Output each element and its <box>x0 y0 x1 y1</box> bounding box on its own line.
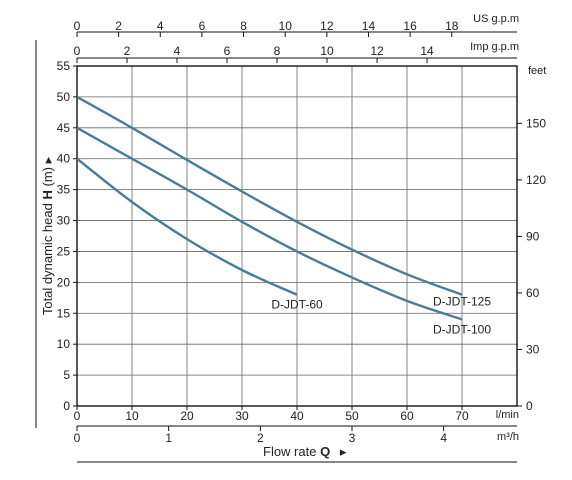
imp-gpm-tick-label: 4 <box>174 44 181 58</box>
curve-label-d-jdt-100: D-JDT-100 <box>433 322 491 336</box>
imp-gpm-tick-label: 14 <box>420 44 434 58</box>
y-tick-label: 50 <box>57 90 71 104</box>
y-tick-label: 20 <box>57 275 71 289</box>
us-gpm-tick-label: 2 <box>115 19 122 33</box>
us-gpm-tick-label: 8 <box>240 19 247 33</box>
us-gpm-tick-label: 12 <box>320 19 334 33</box>
us-gpm-tick-label: 14 <box>362 19 376 33</box>
m3h-unit: m³/h <box>497 431 519 443</box>
m3h-tick-label: 3 <box>349 431 356 445</box>
tick-labels: 0 10 20 30 40 50 60 700510152025303540455055030… <box>57 19 547 445</box>
y-tick-label: 45 <box>57 121 71 135</box>
x-tick-label: 70 <box>455 409 469 423</box>
us-gpm-tick-label: 10 <box>279 19 293 33</box>
y-axis-title-text: Total dynamic head <box>40 203 55 315</box>
x-axis-title-text: Flow rate <box>263 444 316 459</box>
x-axis-title-arrow: ▸ <box>340 444 347 459</box>
curve-label-d-jdt-125: D-JDT-125 <box>433 295 491 309</box>
feet-tick-label: 0 <box>526 399 533 413</box>
feet-unit: feet <box>528 65 546 77</box>
imp-gpm-tick-label: 2 <box>124 44 131 58</box>
imp-gpm-tick-label: 6 <box>224 44 231 58</box>
y-axis-title-unit: (m) <box>40 167 55 187</box>
y-axis-title-arrow: ▸ <box>40 156 55 163</box>
y-tick-label: 40 <box>57 152 71 166</box>
y-tick-label: 55 <box>57 59 71 73</box>
feet-tick-label: 30 <box>526 342 540 356</box>
us-gpm-tick-label: 16 <box>403 19 417 33</box>
imp-gpm-unit: Imp g.p.m <box>470 41 519 53</box>
feet-tick-label: 60 <box>526 286 540 300</box>
feet-tick-label: 120 <box>526 173 546 187</box>
us-gpm-tick-label: 4 <box>157 19 164 33</box>
lpm-unit: l/min <box>496 409 519 421</box>
imp-gpm-tick-label: 10 <box>320 44 334 58</box>
y-tick-label: 15 <box>57 306 71 320</box>
y-tick-label: 35 <box>57 183 71 197</box>
curve-d-jdt-125 <box>76 95 463 296</box>
y-tick-label: 30 <box>57 214 71 228</box>
x-tick-label: 40 <box>290 409 304 423</box>
us-gpm-tick-label: 6 <box>199 19 206 33</box>
x-tick-label: 60 <box>400 409 414 423</box>
curve-d-jdt-60 <box>76 157 298 296</box>
feet-tick-label: 150 <box>526 116 546 130</box>
curve-d-jdt-100 <box>76 126 463 321</box>
tick-marks <box>73 32 522 431</box>
x-tick-label: 20 <box>180 409 194 423</box>
x-tick-label: 0 <box>74 409 81 423</box>
feet-tick-label: 90 <box>526 229 540 243</box>
y-axis-title: Total dynamic head H (m) ▸ <box>40 156 55 315</box>
imp-gpm-tick-label: 0 <box>74 44 81 58</box>
grid-lines <box>77 66 517 406</box>
us-gpm-tick-label: 18 <box>445 19 459 33</box>
us-gpm-unit: US g.p.m <box>473 13 519 25</box>
m3h-tick-label: 2 <box>257 431 264 445</box>
y-tick-label: 5 <box>63 368 70 382</box>
y-tick-label: 25 <box>57 244 71 258</box>
y-axis-title-symbol: H <box>40 190 55 199</box>
x-tick-label: 10 <box>125 409 139 423</box>
y-tick-label: 0 <box>63 399 70 413</box>
curves <box>76 95 463 321</box>
us-gpm-tick-label: 0 <box>74 19 81 33</box>
x-tick-label: 50 <box>345 409 359 423</box>
x-axis-title-symbol: Q <box>320 444 330 459</box>
curve-label-d-jdt-60: D-JDT-60 <box>271 298 323 312</box>
imp-gpm-tick-label: 12 <box>370 44 384 58</box>
y-tick-label: 10 <box>57 337 71 351</box>
imp-gpm-tick-label: 8 <box>274 44 281 58</box>
m3h-tick-label: 1 <box>165 431 172 445</box>
m3h-tick-label: 0 <box>74 431 81 445</box>
x-axis-title: Flow rate Q ▸ <box>263 444 347 459</box>
m3h-tick-label: 4 <box>440 431 447 445</box>
x-tick-label: 30 <box>235 409 249 423</box>
